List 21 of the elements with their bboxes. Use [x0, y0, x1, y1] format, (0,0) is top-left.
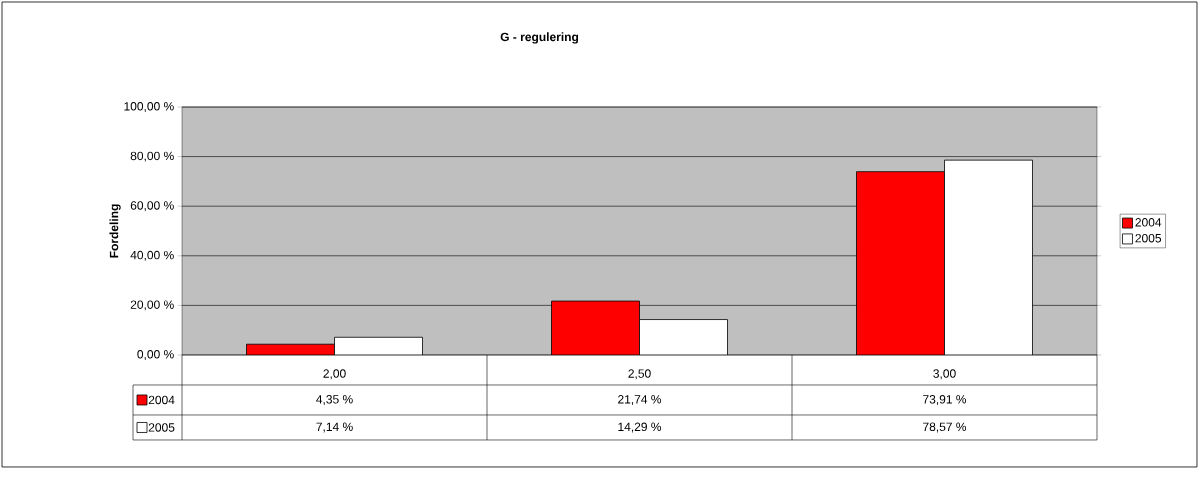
y-tick-label: 80,00 % [130, 151, 174, 162]
y-tick-label: 20,00 % [130, 300, 174, 311]
data-label: 4,35 % [316, 395, 353, 405]
x-tick-label: 2,50 [628, 369, 651, 380]
legend-label: 2004 [148, 395, 175, 405]
y-tick-label: 40,00 % [130, 250, 174, 261]
data-label: 78,57 % [923, 422, 967, 433]
data-label: 14,29 % [618, 422, 662, 433]
data-label: 7,14 % [316, 422, 353, 433]
y-axis-title: Fordeling [109, 204, 121, 258]
data-label: 73,91 % [923, 395, 967, 405]
y-tick-label: 60,00 % [130, 201, 174, 212]
text: 2004 [1135, 218, 1162, 227]
y-tick-label: 0,00 % [137, 350, 174, 360]
data-label: 21,74 % [618, 395, 662, 405]
legend-label: 2005 [1135, 233, 1162, 243]
y-tick-label: 100,00 % [124, 102, 174, 112]
text: 2005 [148, 423, 175, 432]
x-tick-label: 2,00 [323, 369, 346, 380]
chart-title: G - regulering [500, 32, 579, 44]
x-tick-label: 3,00 [933, 369, 956, 380]
